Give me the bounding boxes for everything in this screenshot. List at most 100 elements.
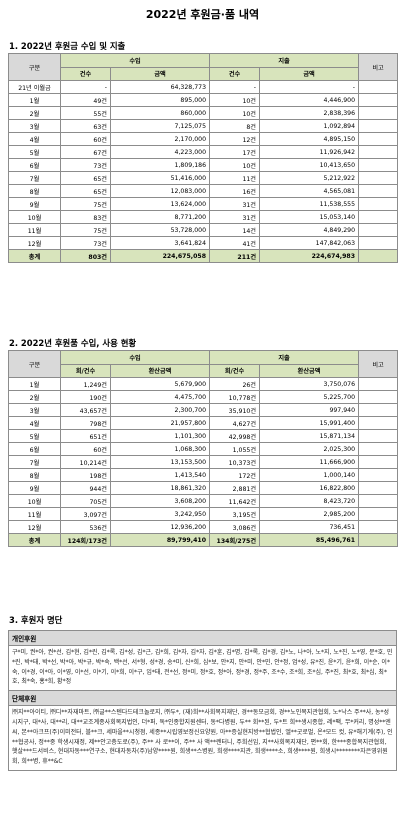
expense-count-cell: 3,195건 xyxy=(209,507,261,521)
income-count-cell: 536건 xyxy=(60,520,111,534)
total-label: 총계 xyxy=(8,533,61,547)
expense-count-cell: 11건 xyxy=(209,171,261,185)
income-count-cell: 65건 xyxy=(60,184,111,198)
income-amount-cell: 18,861,320 xyxy=(109,481,211,495)
income-amount-cell: 3,641,824 xyxy=(109,236,211,250)
expense-amount-cell: 16,822,800 xyxy=(259,481,360,495)
income-amount-cell: 8,771,200 xyxy=(109,210,211,224)
expense-count-cell: 31건 xyxy=(209,197,261,211)
expense-amount-cell: 147,842,063 xyxy=(259,236,360,250)
table-row: 6월 60건 1,068,300 1,055건 2,025,300 xyxy=(8,442,399,456)
note-cell xyxy=(358,223,399,237)
row-label: 8월 xyxy=(8,184,61,198)
header-expense-count: 건수 xyxy=(209,66,261,81)
total-expense-amount: 224,674,983 xyxy=(259,249,360,263)
expense-count-cell: 42,998건 xyxy=(209,429,261,443)
row-label: 6월 xyxy=(8,442,61,456)
donation-income-expense-table: 구분 수입 지출 비고 건수 금액 건수 금액 21년 이월금 -64,328,7… xyxy=(8,53,399,263)
table-row: 6월 73건 1,809,186 10건 10,413,650 xyxy=(8,158,399,172)
table-row: 1월 1,249건 5,679,900 26건 3,750,076 xyxy=(8,377,399,391)
section1-heading: 1. 2022년 후원금 수입 및 지출 xyxy=(9,41,126,51)
note-cell xyxy=(358,197,399,211)
expense-count-cell: 10건 xyxy=(209,93,261,107)
expense-amount-cell: 11,666,900 xyxy=(259,455,360,469)
note-cell xyxy=(358,158,399,172)
note-cell xyxy=(358,184,399,198)
total-expense-amount: 85,496,761 xyxy=(259,533,360,547)
total-income-amount: 89,799,410 xyxy=(109,533,211,547)
expense-count-cell: 17건 xyxy=(209,145,261,159)
row-label: 11월 xyxy=(8,507,61,521)
note-cell xyxy=(358,171,399,185)
income-amount-cell: 51,416,000 xyxy=(109,171,211,185)
total-row: 총계 803건 224,675,058 211건 224,674,983 xyxy=(8,249,399,263)
expense-count-cell: 2,881건 xyxy=(209,481,261,495)
table-row: 11월 75건 53,728,000 14건 4,849,290 xyxy=(8,223,399,237)
expense-count-cell: 172건 xyxy=(209,468,261,482)
table-row: 7월 10,214건 13,153,500 10,373건 11,666,900 xyxy=(8,455,399,469)
total-note-cell xyxy=(358,249,399,263)
group-donor-label: 단체후원 xyxy=(9,690,396,707)
table-row: 7월 65건 51,416,000 11건 5,212,922 xyxy=(8,171,399,185)
row-label: 11월 xyxy=(8,223,61,237)
note-cell xyxy=(358,494,399,508)
expense-count-cell: 11,642건 xyxy=(209,494,261,508)
header-income: 수입 xyxy=(59,53,211,68)
row-label: 10월 xyxy=(8,494,61,508)
note-cell xyxy=(358,236,399,250)
income-amount-cell: 3,242,950 xyxy=(109,507,211,521)
expense-amount-cell: 2,838,396 xyxy=(259,106,360,120)
table-row: 12월 73건 3,641,824 41건 147,842,063 xyxy=(8,236,399,250)
header-income-amount: 환산금액 xyxy=(109,363,211,378)
expense-amount-cell: 15,991,400 xyxy=(259,416,360,430)
expense-count-cell: 14건 xyxy=(209,223,261,237)
header-expense: 지출 xyxy=(209,350,360,365)
table-row: 8월 198건 1,413,540 172건 1,000,140 xyxy=(8,468,399,482)
expense-amount-cell: - xyxy=(259,80,360,94)
row-label: 7월 xyxy=(8,455,61,469)
income-count-cell: 651건 xyxy=(60,429,111,443)
income-count-cell: 3,097건 xyxy=(60,507,111,521)
total-income-amount: 224,675,058 xyxy=(109,249,211,263)
income-count-cell: 75건 xyxy=(60,197,111,211)
expense-count-cell: 16건 xyxy=(209,184,261,198)
expense-amount-cell: 15,053,140 xyxy=(259,210,360,224)
income-count-cell: 10,214건 xyxy=(60,455,111,469)
income-amount-cell: 53,728,000 xyxy=(109,223,211,237)
expense-amount-cell: 11,926,942 xyxy=(259,145,360,159)
note-cell xyxy=(358,210,399,224)
expense-count-cell: 31건 xyxy=(209,210,261,224)
note-cell xyxy=(358,377,399,391)
income-amount-cell: 4,475,700 xyxy=(109,390,211,404)
income-amount-cell: 895,000 xyxy=(109,93,211,107)
total-income-count: 803건 xyxy=(60,249,111,263)
expense-amount-cell: 8,423,720 xyxy=(259,494,360,508)
income-amount-cell: 1,413,540 xyxy=(109,468,211,482)
total-expense-count: 134회/275건 xyxy=(209,533,261,547)
income-amount-cell: 3,608,200 xyxy=(109,494,211,508)
note-cell xyxy=(358,80,399,94)
row-label: 1월 xyxy=(8,93,61,107)
income-count-cell: 73건 xyxy=(60,236,111,250)
income-count-cell: 198건 xyxy=(60,468,111,482)
expense-amount-cell: 2,985,200 xyxy=(259,507,360,521)
header-income-count: 건수 xyxy=(60,66,111,81)
total-row: 총계 124회/173건 89,799,410 134회/275건 85,496,761 xyxy=(8,533,399,547)
income-count-cell: 75건 xyxy=(60,223,111,237)
total-expense-count: 211건 xyxy=(209,249,261,263)
expense-count-cell: 10,373건 xyxy=(209,455,261,469)
header-expense-amount: 금액 xyxy=(259,66,360,81)
expense-count-cell: - xyxy=(209,80,261,94)
header-income: 수입 xyxy=(59,350,211,365)
income-count-cell: 63건 xyxy=(60,119,111,133)
individual-donor-names: 구*미, 권*아, 권*선, 김*현, 김*린, 김*록, 김*성, 김*근, … xyxy=(12,649,393,686)
income-amount-cell: 4,223,000 xyxy=(109,145,211,159)
note-cell xyxy=(358,442,399,456)
header-income-amount: 금액 xyxy=(109,66,211,81)
income-amount-cell: 7,125,075 xyxy=(109,119,211,133)
expense-amount-cell: 4,446,900 xyxy=(259,93,360,107)
expense-count-cell: 41건 xyxy=(209,236,261,250)
income-count-cell: 60건 xyxy=(60,132,111,146)
row-label: 7월 xyxy=(8,171,61,185)
table-row: 2월 190건 4,475,700 10,778건 5,225,700 xyxy=(8,390,399,404)
